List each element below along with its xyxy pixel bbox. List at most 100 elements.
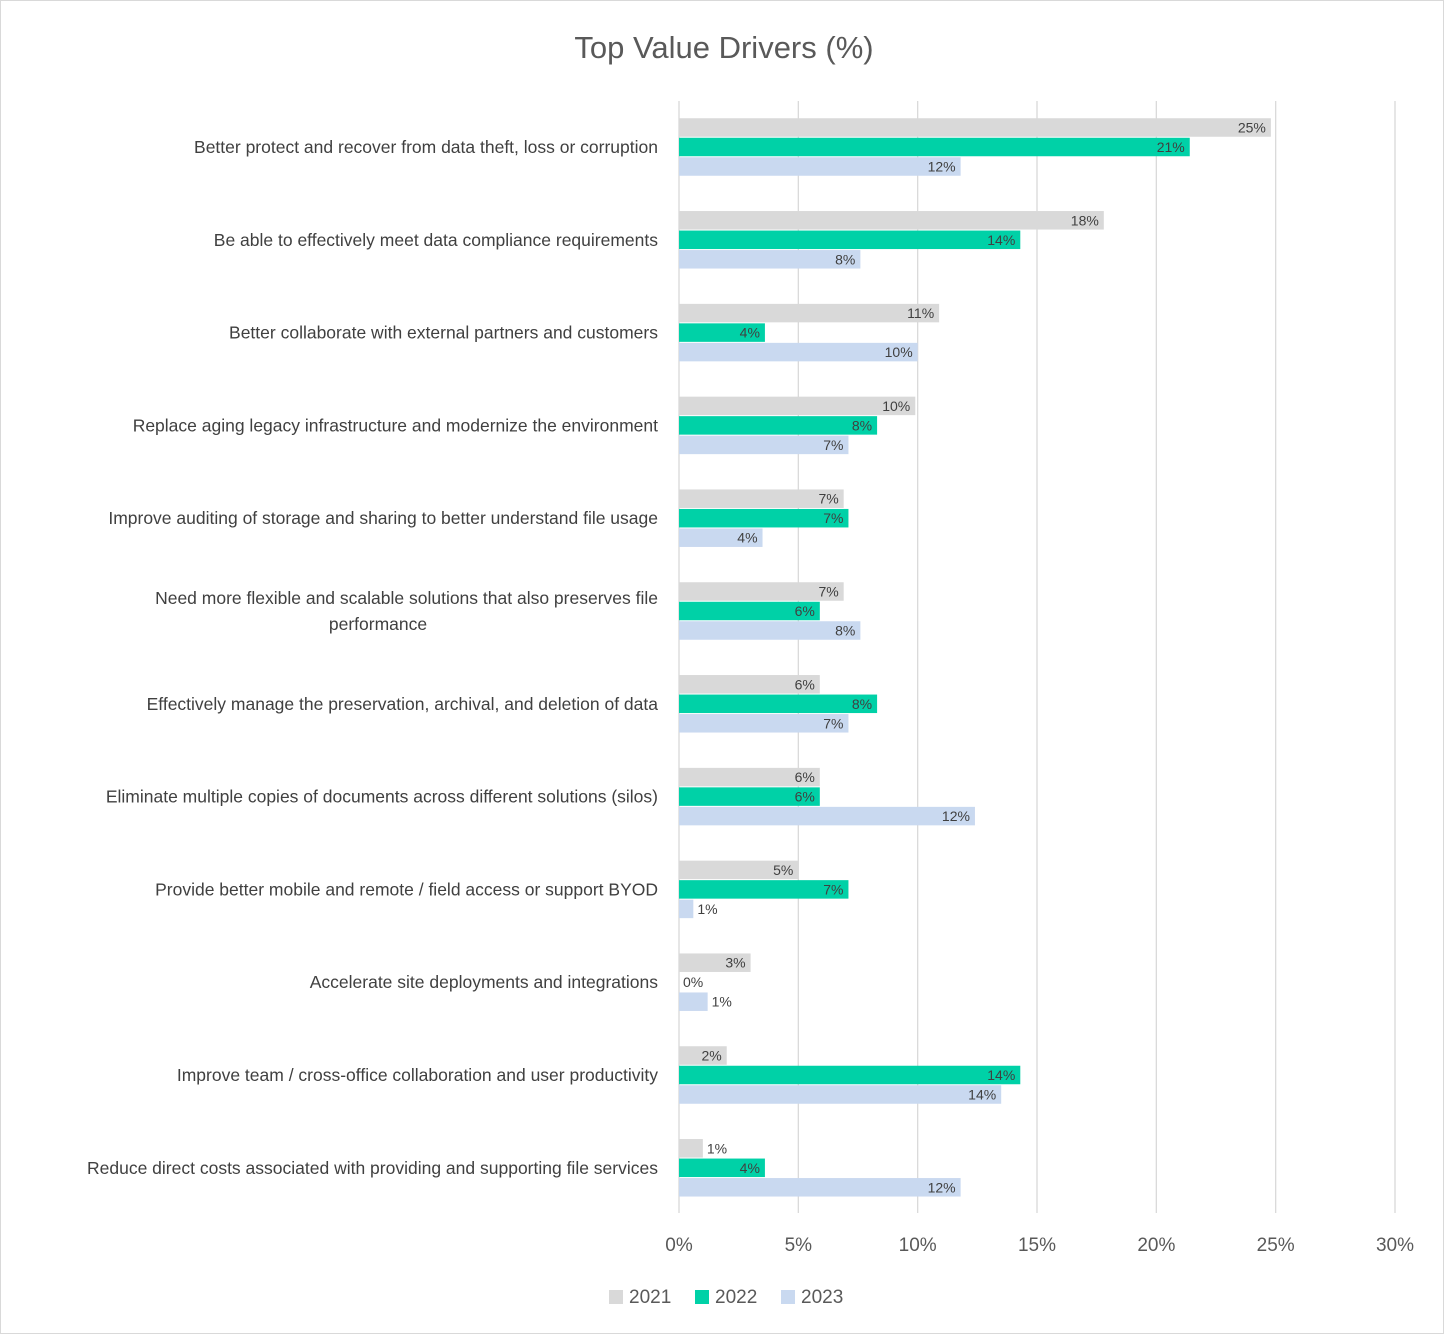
category-labels: Better protect and recover from data the… xyxy=(87,137,658,1178)
data-label-2022: 4% xyxy=(740,1160,760,1176)
legend-swatch-2022 xyxy=(695,1290,709,1304)
data-label-2022: 8% xyxy=(852,417,872,433)
gridlines xyxy=(678,101,1396,1213)
data-label-2021: 1% xyxy=(707,1140,727,1156)
bar-2021 xyxy=(679,303,940,323)
bar-2023 xyxy=(679,899,694,919)
bar-2022 xyxy=(679,416,878,435)
bar-2023 xyxy=(679,621,861,640)
legend: 2021 2022 2023 xyxy=(609,1287,843,1308)
legend-swatch-2021 xyxy=(609,1290,623,1304)
bar-2023 xyxy=(679,157,961,176)
bar-2022 xyxy=(679,230,1021,250)
bar-2022 xyxy=(679,601,820,621)
data-label-2021: 5% xyxy=(773,862,793,878)
data-label-2023: 14% xyxy=(968,1087,996,1103)
x-tick-label: 20% xyxy=(1137,1235,1175,1256)
data-label-2022: 4% xyxy=(740,325,760,341)
category-label: Need more flexible and scalable solution… xyxy=(155,588,658,634)
x-tick-label: 15% xyxy=(1018,1235,1056,1256)
data-label-2023: 8% xyxy=(835,623,855,639)
bars xyxy=(679,118,1271,1197)
category-label: Effectively manage the preservation, arc… xyxy=(147,694,659,714)
bar-2022 xyxy=(679,787,820,806)
data-label-2021: 18% xyxy=(1071,212,1099,228)
bar-2021 xyxy=(679,1046,727,1065)
data-label-2022: 14% xyxy=(987,1067,1015,1083)
data-label-2022: 21% xyxy=(1157,139,1185,155)
data-labels: 25% 21% 12% 18% 14% 8% 11% 4% 10% 10% 8% 7% 7% 7% 4% 7%… xyxy=(683,120,1266,1196)
data-label-2023: 12% xyxy=(928,159,956,175)
data-label-2023: 12% xyxy=(942,808,970,824)
data-label-2021: 10% xyxy=(882,398,910,414)
data-label-2022: 8% xyxy=(852,696,872,712)
x-tick-label: 0% xyxy=(665,1235,693,1256)
data-label-2023: 7% xyxy=(823,715,843,731)
category-label: Accelerate site deployments and integrat… xyxy=(310,972,659,992)
data-label-2023: 4% xyxy=(737,530,757,546)
data-label-2021: 7% xyxy=(818,491,838,507)
category-label: Replace aging legacy infrastructure and … xyxy=(133,415,658,435)
data-label-2022: 6% xyxy=(795,789,815,805)
bar-2021 xyxy=(679,118,1271,137)
data-label-2021: 6% xyxy=(795,676,815,692)
bar-2021 xyxy=(679,582,844,601)
category-label: Better protect and recover from data the… xyxy=(194,137,658,157)
bar-2022 xyxy=(679,508,849,528)
data-label-2022: 0% xyxy=(683,974,703,990)
bar-2023 xyxy=(679,992,708,1011)
data-label-2022: 7% xyxy=(823,510,843,526)
bar-2023 xyxy=(679,250,861,269)
legend-swatch-2023 xyxy=(781,1290,795,1304)
data-label-2021: 11% xyxy=(907,305,934,321)
data-label-2023: 12% xyxy=(928,1179,956,1195)
bar-2023 xyxy=(679,528,763,547)
bar-2021 xyxy=(679,953,751,972)
legend-label-2022: 2022 xyxy=(715,1287,757,1308)
x-tick-label: 30% xyxy=(1376,1235,1414,1256)
data-label-2023: 10% xyxy=(885,344,913,360)
x-tick-label: 5% xyxy=(785,1235,813,1256)
bar-2023 xyxy=(679,806,975,826)
category-label: Better collaborate with external partner… xyxy=(229,323,658,343)
bar-2022 xyxy=(679,323,765,342)
bar-2021 xyxy=(679,1139,703,1158)
bar-2023 xyxy=(679,714,849,733)
bar-2021 xyxy=(679,396,916,416)
data-label-2021: 25% xyxy=(1238,120,1266,136)
bar-2022 xyxy=(679,880,849,899)
data-label-2021: 2% xyxy=(701,1048,721,1064)
x-tick-label: 10% xyxy=(899,1235,937,1256)
x-axis-tick-labels: 0% 5% 10% 15% 20% 25% 30% xyxy=(665,1235,1414,1256)
bar-2021 xyxy=(679,675,820,694)
data-label-2021: 7% xyxy=(818,584,838,600)
category-label: Reduce direct costs associated with prov… xyxy=(87,1158,658,1178)
bar-2022 xyxy=(679,694,878,714)
bar-2022 xyxy=(679,1158,765,1178)
data-label-2023: 8% xyxy=(835,251,855,267)
bar-2022 xyxy=(679,137,1190,157)
bar-2021 xyxy=(679,767,820,787)
data-label-2021: 3% xyxy=(725,955,745,971)
category-label: Improve team / cross-office collaboratio… xyxy=(177,1065,658,1085)
bar-2023 xyxy=(679,1085,1002,1104)
bar-2021 xyxy=(679,860,799,880)
bar-2022 xyxy=(679,1065,1021,1085)
data-label-2022: 7% xyxy=(823,881,843,897)
data-label-2023: 1% xyxy=(712,994,732,1010)
x-tick-label: 25% xyxy=(1257,1235,1295,1256)
data-label-2023: 1% xyxy=(697,901,717,917)
bar-2021 xyxy=(679,489,844,508)
bar-2023 xyxy=(679,342,918,362)
data-label-2023: 7% xyxy=(823,437,843,453)
category-label: Provide better mobile and remote / field… xyxy=(155,879,658,899)
legend-label-2021: 2021 xyxy=(629,1287,671,1308)
bar-2021 xyxy=(679,211,1104,230)
legend-label-2023: 2023 xyxy=(801,1287,843,1308)
category-label: Improve auditing of storage and sharing … xyxy=(108,508,658,528)
data-label-2021: 6% xyxy=(795,769,815,785)
category-label: Be able to effectively meet data complia… xyxy=(214,230,658,250)
data-label-2022: 6% xyxy=(795,603,815,619)
